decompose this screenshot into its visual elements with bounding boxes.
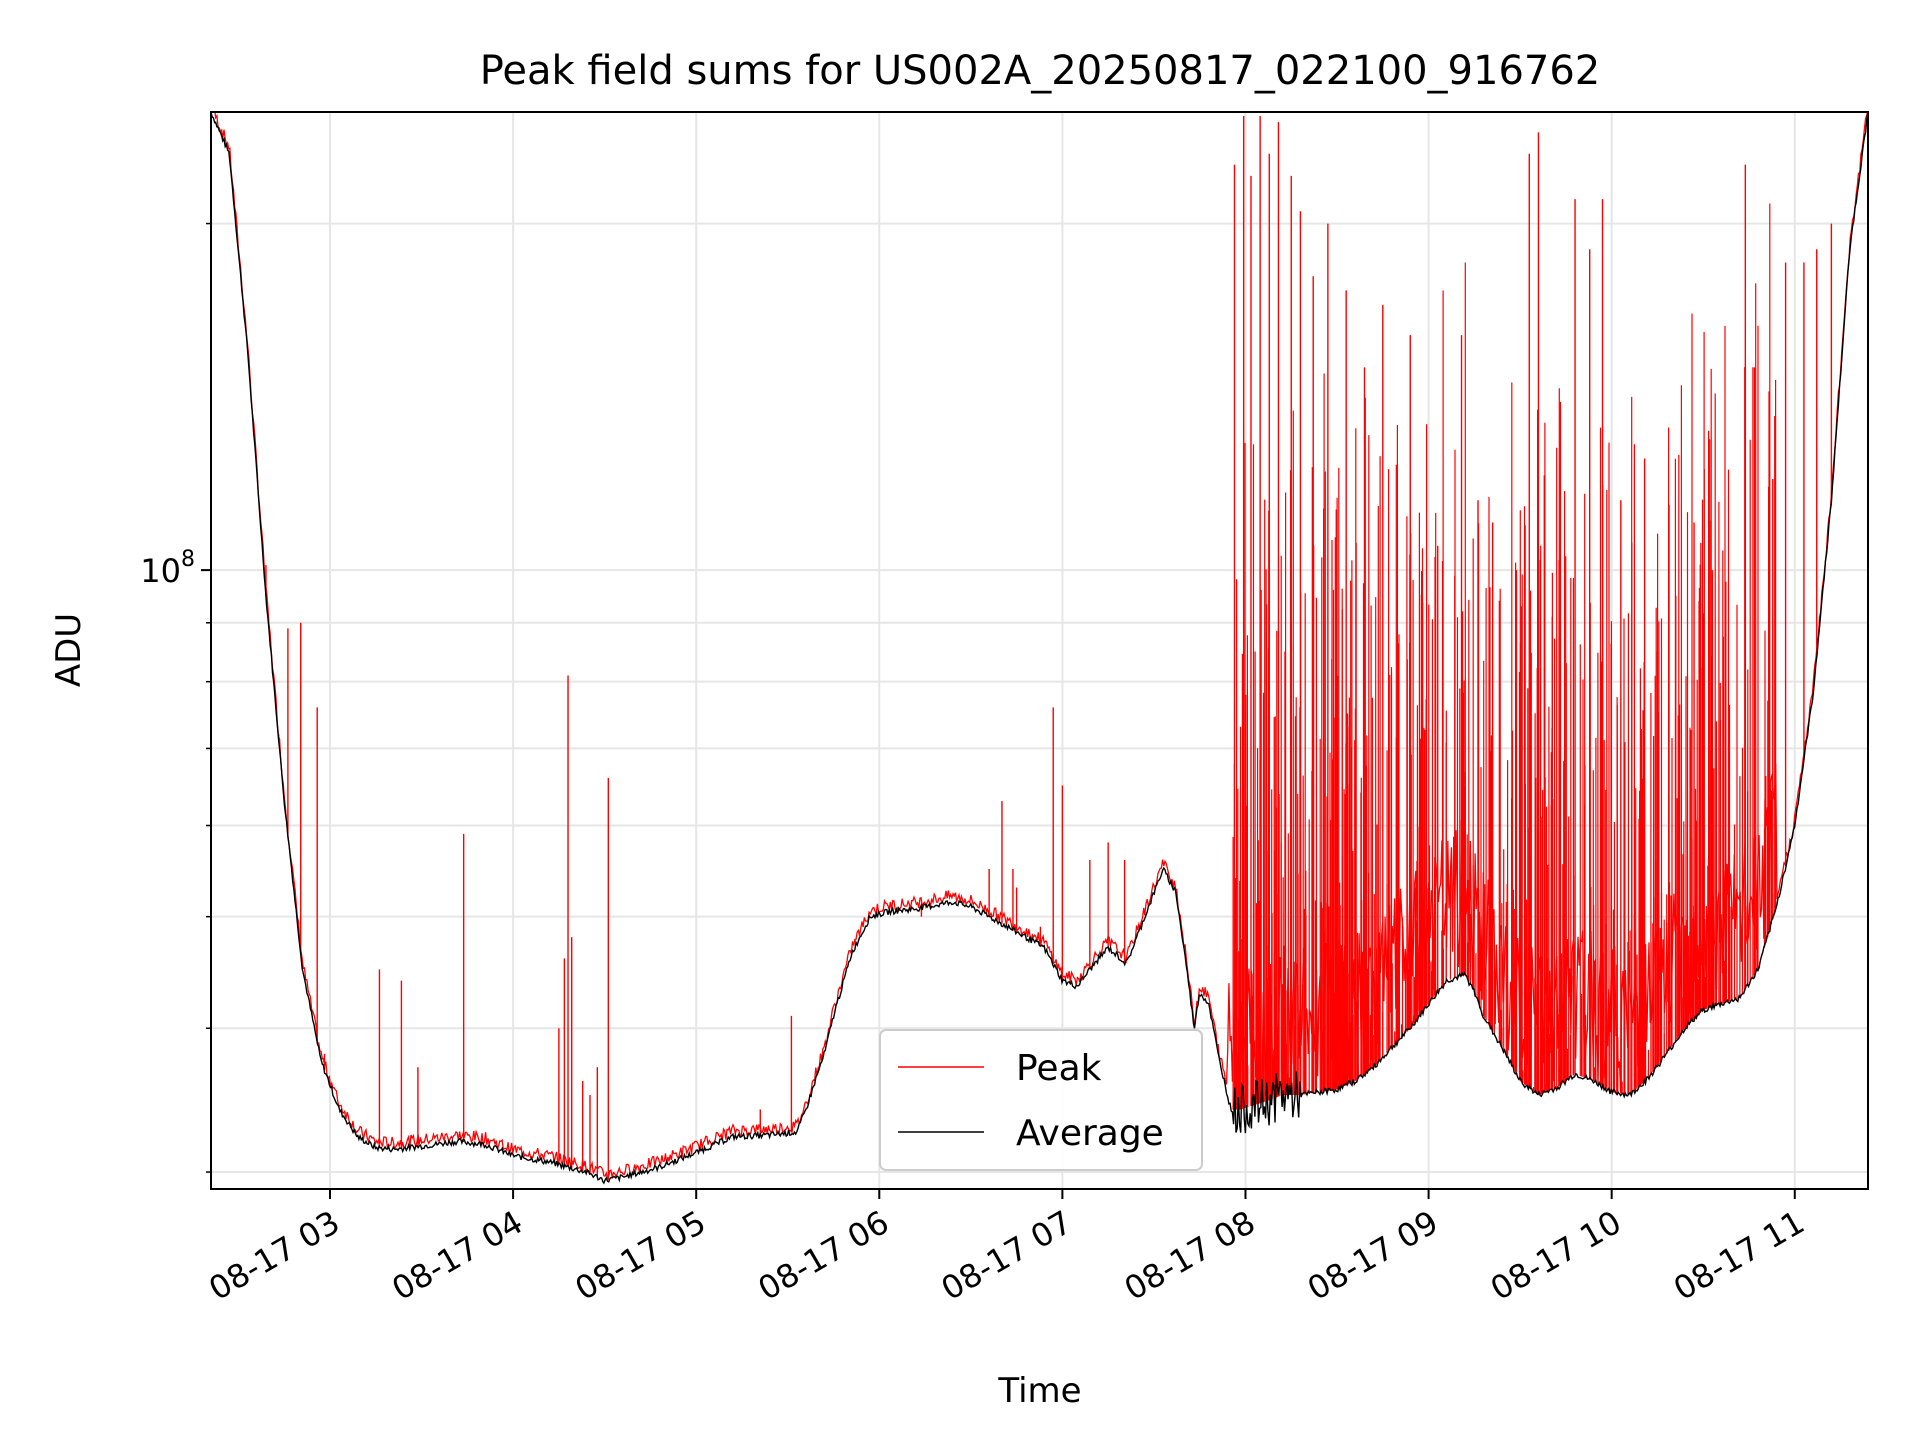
y-axis: 108	[140, 222, 211, 1173]
axes-frame	[210, 111, 1869, 1190]
y-axis-label: ADU	[49, 613, 89, 687]
peak-line	[211, 112, 1868, 1180]
legend-peak-label: Peak	[1016, 1048, 1102, 1089]
x-axis-label: Time	[997, 1371, 1081, 1411]
plot-area	[211, 112, 1868, 1185]
grid	[211, 112, 1868, 1189]
average-line	[211, 112, 1868, 1185]
legend-box	[879, 1029, 1203, 1171]
chart-title: Peak field sums for US002A_20250817_0221…	[480, 48, 1601, 94]
series-average	[211, 112, 1868, 1185]
legend: Peak Average	[879, 1029, 1203, 1171]
y-tick-label: 108	[140, 547, 195, 590]
series-peak	[211, 112, 1868, 1180]
legend-average-label: Average	[1016, 1113, 1164, 1154]
